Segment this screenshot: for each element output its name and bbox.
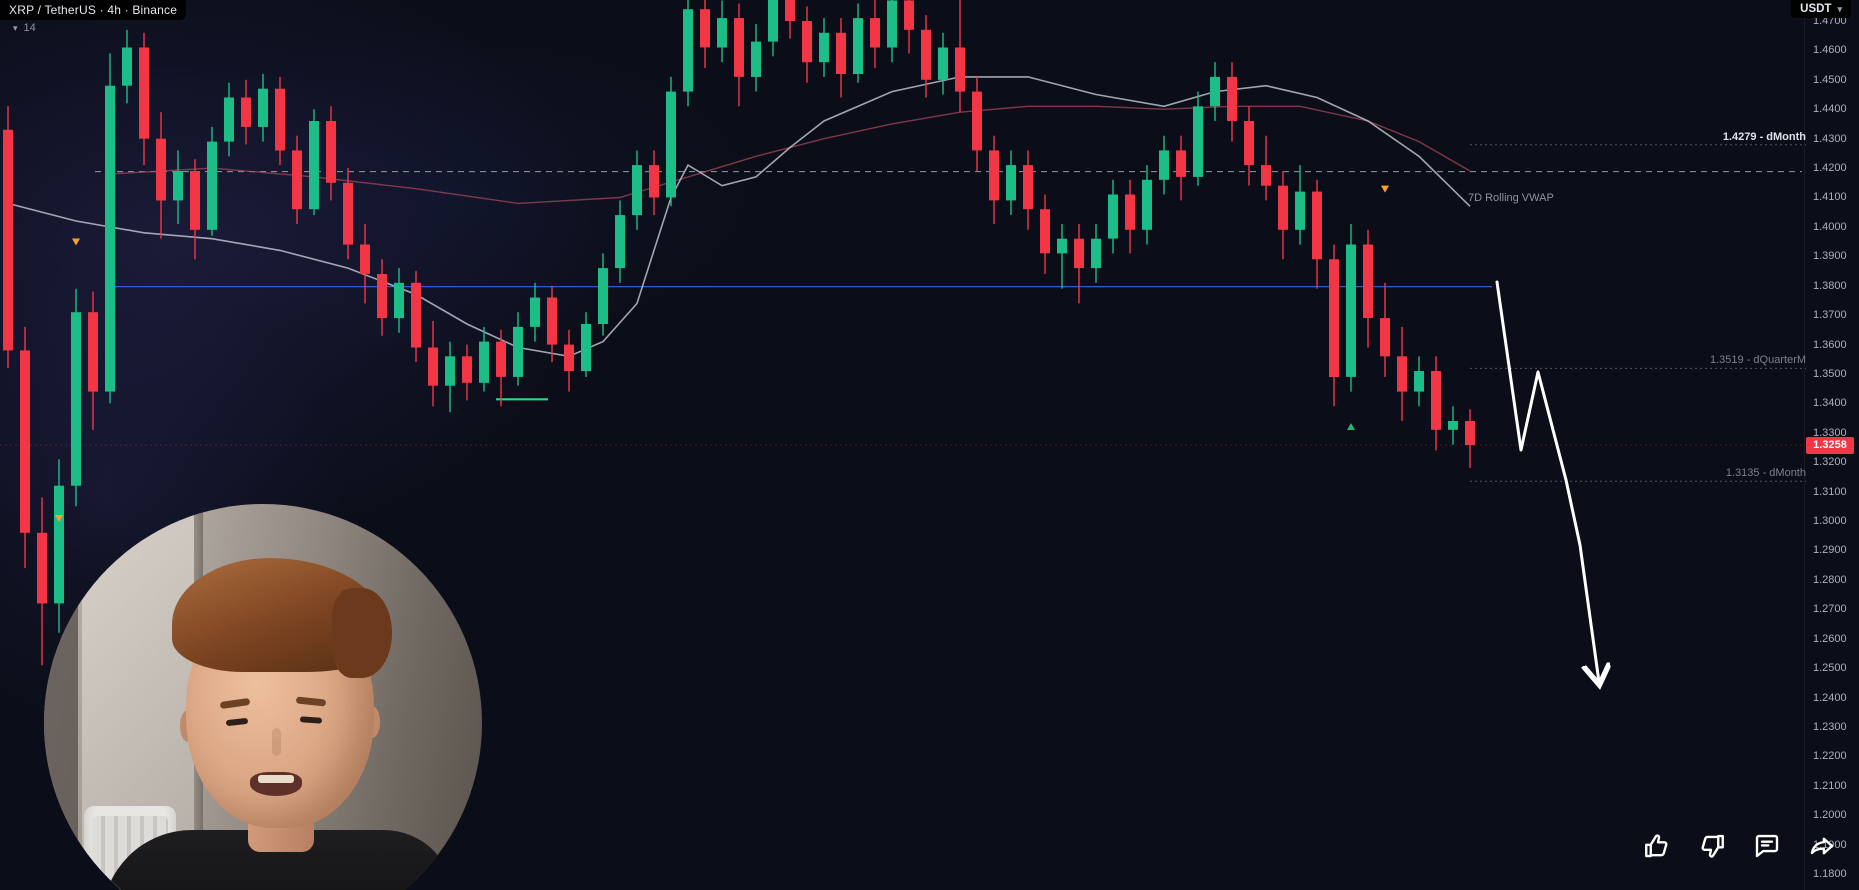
price-tick: 1.3800 (1813, 279, 1847, 292)
indicator-value: 14 (23, 22, 36, 34)
price-tick: 1.3100 (1813, 485, 1847, 498)
indicator-legend[interactable]: ▾ 14 (13, 22, 36, 34)
price-tick: 1.4600 (1813, 44, 1847, 57)
price-tick: 1.1800 (1813, 868, 1847, 880)
price-tick: 1.4300 (1813, 132, 1847, 145)
price-tick: 1.2900 (1813, 544, 1847, 557)
dislike-button[interactable] (1696, 830, 1728, 862)
currency-label: USDT (1800, 3, 1832, 15)
signal-marker-up (1347, 422, 1355, 430)
price-tick: 1.3700 (1813, 309, 1847, 322)
thumbs-up-icon (1645, 834, 1668, 858)
thumbs-down-icon (1701, 834, 1724, 858)
video-actions (1641, 830, 1838, 862)
share-icon (1810, 837, 1834, 855)
price-tick: 1.4200 (1813, 162, 1847, 175)
signal-marker-down (1381, 185, 1389, 193)
price-tick: 1.3400 (1813, 397, 1847, 410)
price-tick: 1.4100 (1813, 191, 1847, 204)
webcam-background-shadow (44, 504, 82, 890)
projection-arrow[interactable] (1495, 280, 1599, 682)
price-tick: 1.2800 (1813, 573, 1847, 586)
currency-selector[interactable]: USDT ▾ (1791, 0, 1851, 18)
comment-icon (1755, 834, 1779, 858)
price-tick: 1.3200 (1813, 456, 1847, 469)
price-tick: 1.2000 (1813, 809, 1847, 822)
volume-haze-blue (150, 20, 790, 360)
price-axis-separator (1804, 0, 1805, 890)
price-tick: 1.3300 (1813, 426, 1847, 439)
ma-line-red (109, 105, 1471, 205)
price-tick: 1.2300 (1813, 720, 1847, 733)
price-scale[interactable]: 1.4700 1.4600 1.4500 1.4400 1.4300 1.4200 1.41… (1808, 0, 1858, 890)
price-tick: 1.4500 (1813, 73, 1847, 86)
price-tick: 1.2400 (1813, 691, 1847, 704)
price-tick: 1.2600 (1813, 632, 1847, 645)
share-button[interactable] (1806, 830, 1838, 862)
person-mouth (250, 772, 302, 796)
ma-line-gray (7, 76, 1471, 358)
price-tick: 1.4700 (1813, 15, 1847, 27)
price-tick: 1.4000 (1813, 220, 1847, 233)
price-tick: 1.3900 (1813, 250, 1847, 263)
candles-layer (3, 0, 1475, 666)
price-tick: 1.3600 (1813, 338, 1847, 351)
price-tick: 1.2200 (1813, 750, 1847, 763)
symbol-title-chip[interactable]: XRP / TetherUS · 4h · Binance (0, 0, 187, 20)
symbol-title: XRP / TetherUS · 4h · Binance (9, 3, 178, 17)
person-hair (172, 558, 392, 678)
price-tick: 1.3000 (1813, 515, 1847, 528)
price-tick: 1.2700 (1813, 603, 1847, 616)
chevron-down-icon: ▾ (13, 22, 18, 33)
price-tick: 1.2100 (1813, 779, 1847, 792)
price-tick: 1.4400 (1813, 103, 1847, 116)
webcam-overlay (44, 504, 482, 890)
price-tick: 1.2500 (1813, 662, 1847, 675)
signal-marker-down (72, 238, 80, 246)
like-button[interactable] (1641, 830, 1673, 862)
current-price-badge: 1.3258 (1806, 436, 1854, 454)
person-nose (272, 728, 281, 756)
chevron-down-icon: ▾ (1837, 3, 1842, 14)
current-price-value: 1.3258 (1813, 438, 1847, 451)
price-tick: 1.3500 (1813, 367, 1847, 380)
comment-button[interactable] (1751, 830, 1783, 862)
